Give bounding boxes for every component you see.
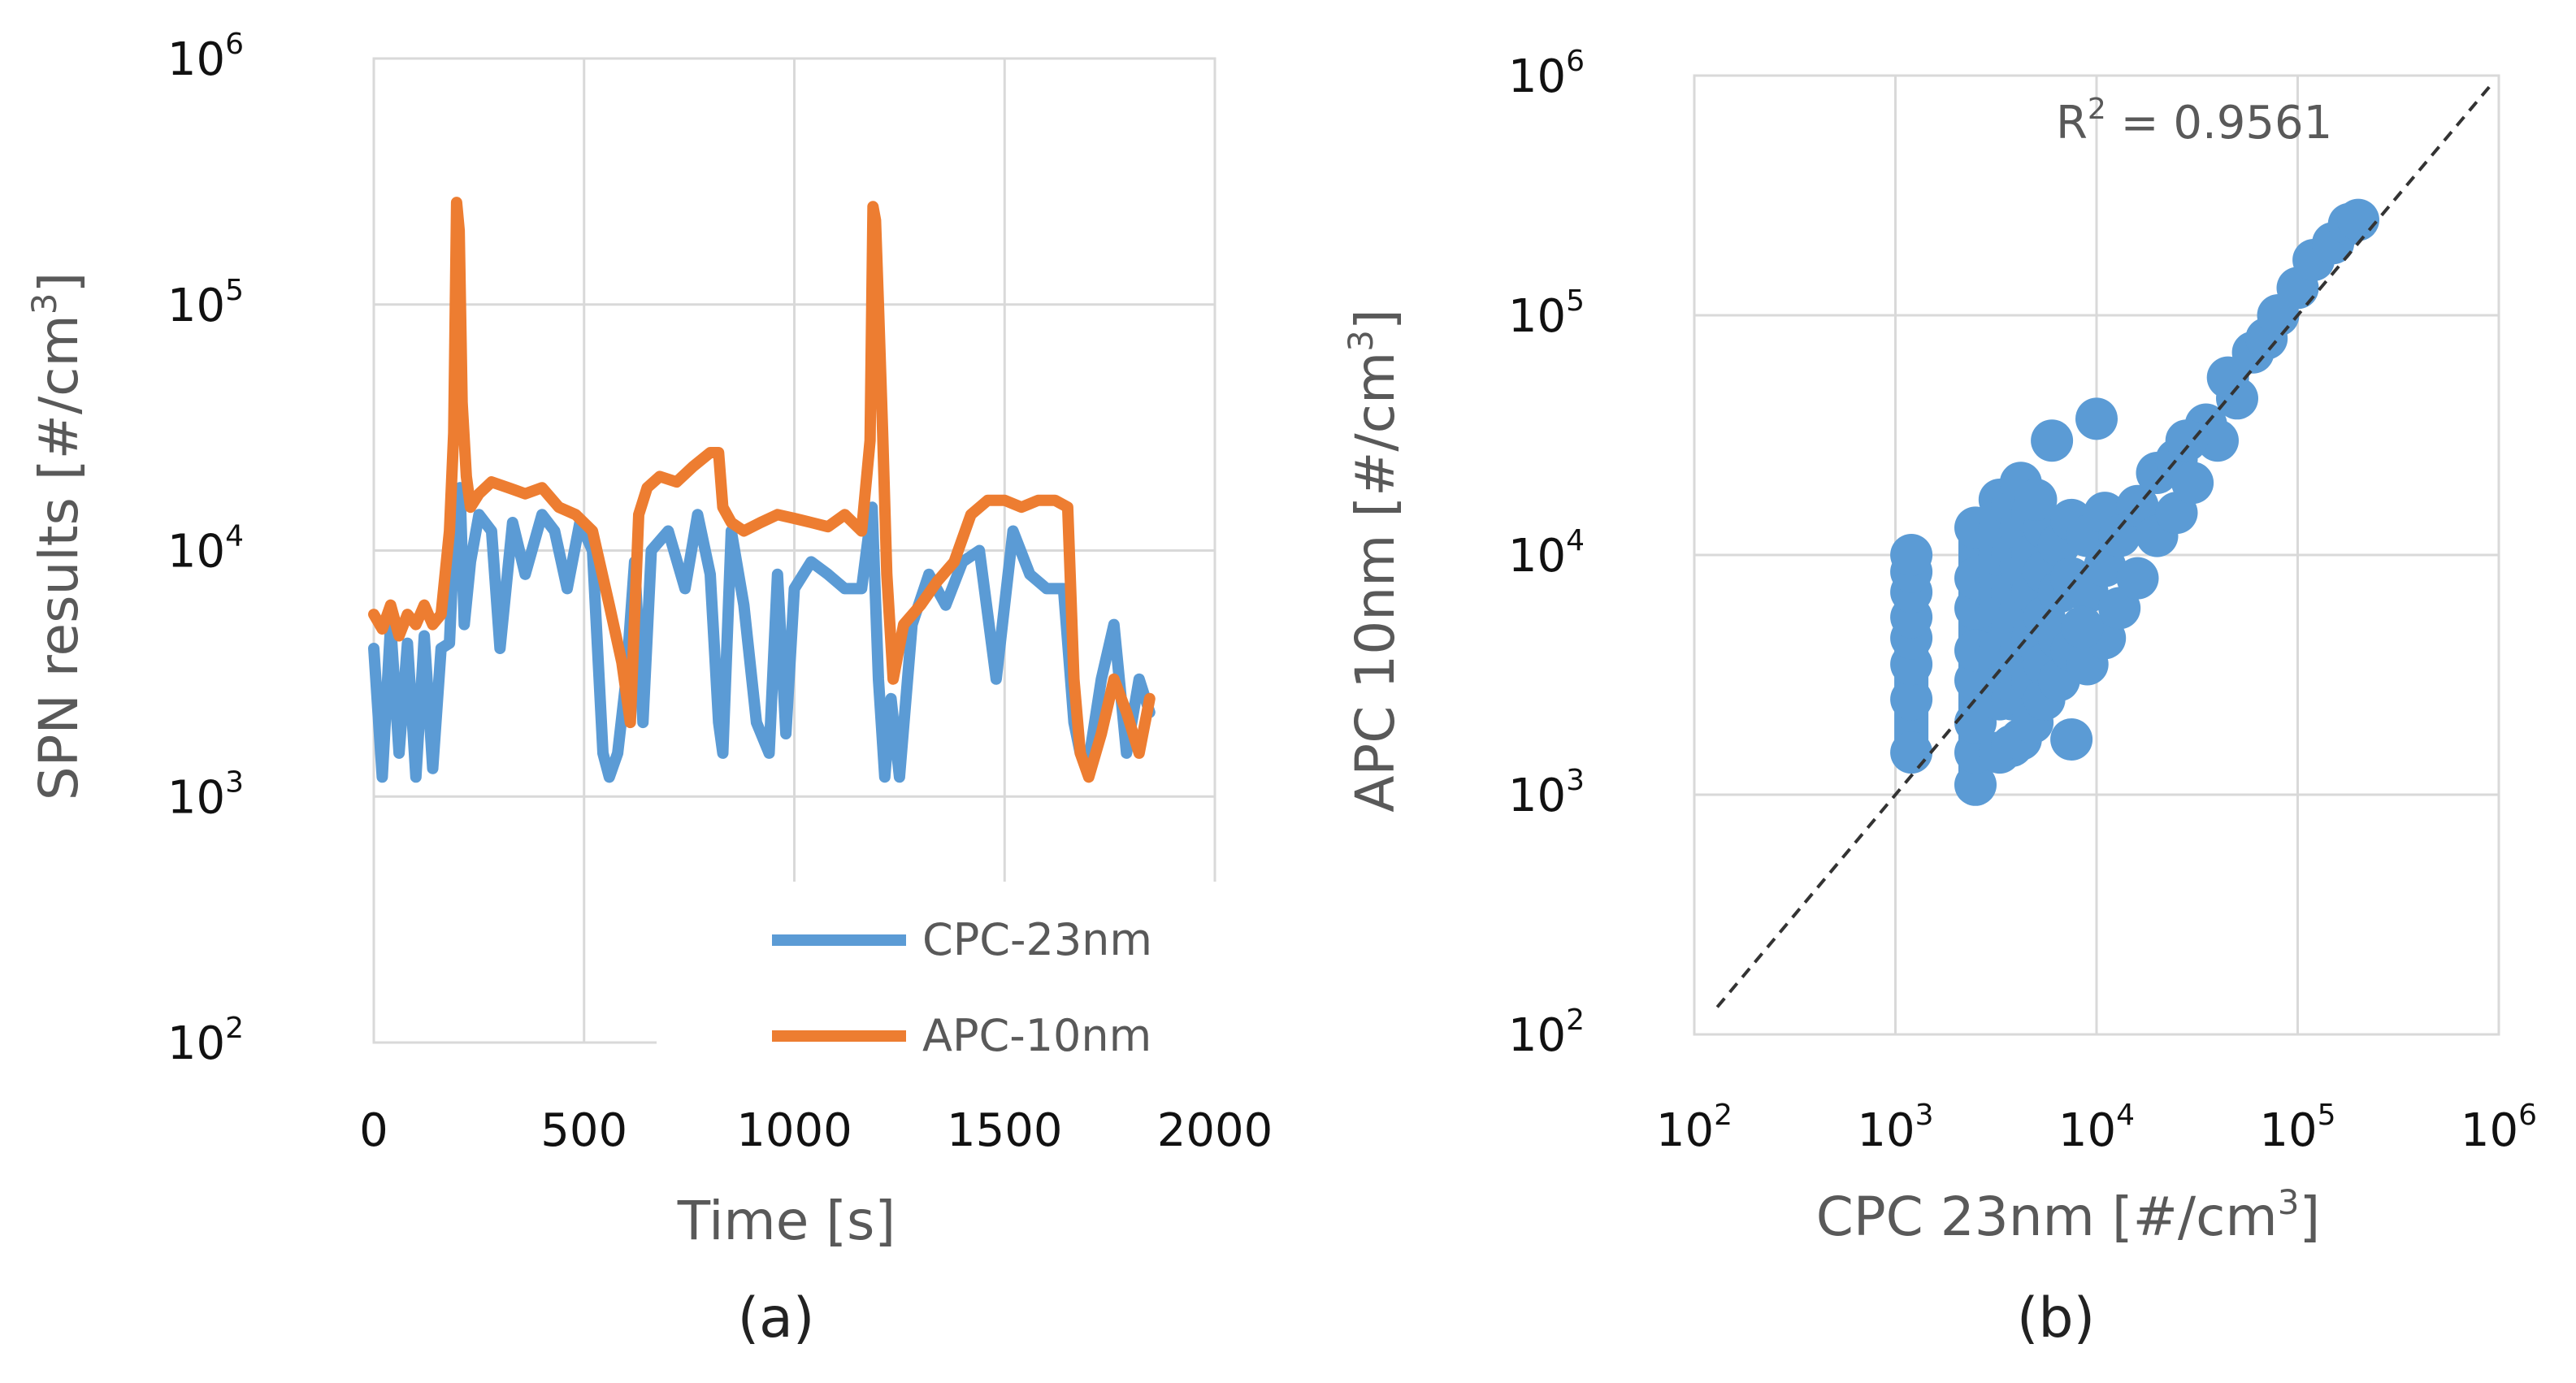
chart-b-points [1890,198,2379,806]
legend-background [657,882,1243,1044]
chart-a-y-tick-label: 104 [167,520,244,579]
chart-b-point [2337,198,2379,241]
chart-b-point [2050,718,2093,761]
chart-b-x-ticks: 102 103 104 105 106 [1656,1099,2537,1157]
chart-b-x-tick-label: 106 [2461,1099,2537,1157]
chart-b-point [1954,763,1997,806]
chart-b-point [2031,419,2074,462]
chart-b-point [2116,557,2159,600]
chart-b-fit-line [1715,85,2491,1008]
chart-a-x-tick-label: 1500 [947,1104,1063,1157]
chart-a-x-tick-label: 0 [359,1104,388,1157]
chart-b-caption: (b) [2017,1286,2095,1350]
chart-b-y-tick-label: 102 [1508,1004,1585,1062]
chart-b-x-tick-label: 102 [1656,1099,1733,1157]
chart-b-y-tick-label: 106 [1508,45,1585,103]
chart-a-series-cpc-23nm [368,482,1156,783]
chart-a-y-axis-label: SPN results [#/cm3] [24,272,90,800]
chart-a-caption: (a) [738,1286,815,1350]
chart-a-y-tick-label: 102 [167,1012,244,1070]
chart-b-point [1890,678,1933,721]
chart-b-y-tick-label: 103 [1508,764,1585,822]
chart-a-x-axis-label: Time [s] [677,1190,896,1252]
chart-b-y-tick-label: 105 [1508,284,1585,343]
chart-a-series-apc-10nm [368,197,1156,783]
chart-b-point [2061,605,2104,648]
chart-a-x-ticks: 0 500 1000 1500 2000 [359,1104,1273,1157]
chart-a-y-tick-label: 105 [167,274,244,332]
chart-b-point [2165,419,2208,462]
chart-b-point [2014,479,2058,521]
chart-a-x-tick-label: 1000 [736,1104,852,1157]
legend-label-cpc-23nm: CPC-23nm [922,914,1152,965]
chart-a-x-tick-label: 500 [540,1104,627,1157]
chart-b-x-tick-label: 105 [2259,1099,2335,1157]
chart-b-y-axis-label: APC 10nm [#/cm3] [1341,309,1407,812]
chart-b-y-tick-label: 104 [1508,524,1585,583]
chart-a: CPC-23nm APC-10nm 0 500 1000 1500 2000 10210… [24,28,1273,1350]
chart-b: R2 = 0.9561 102 103 104 105 106 102 103 104 105… [1341,45,2537,1350]
chart-b-point [1890,731,1933,774]
chart-b-point [2075,397,2118,440]
chart-a-y-tick-label: 103 [167,765,244,824]
chart-b-x-tick-label: 103 [1857,1099,1933,1157]
chart-a-y-tick-label: 106 [167,28,244,86]
legend-label-apc-10nm: APC-10nm [922,1010,1151,1061]
chart-b-point [2206,356,2249,399]
chart-a-legend: CPC-23nm APC-10nm [657,882,1243,1061]
chart-b-x-tick-label: 104 [2058,1099,2135,1157]
chart-b-y-ticks: 102 103 104 105 106 [1508,45,1585,1062]
chart-b-point [1890,534,1933,576]
chart-a-series [368,197,1156,783]
chart-b-point [2197,419,2239,462]
chart-b-x-axis-label: CPC 23nm [#/cm3] [1816,1182,2320,1248]
chart-b-point [2171,462,2214,505]
chart-a-y-ticks: 102 103 104 105 106 [167,28,244,1070]
chart-b-r2-annotation: R2 = 0.9561 [2056,93,2332,150]
chart-a-x-tick-label: 2000 [1157,1104,1273,1157]
